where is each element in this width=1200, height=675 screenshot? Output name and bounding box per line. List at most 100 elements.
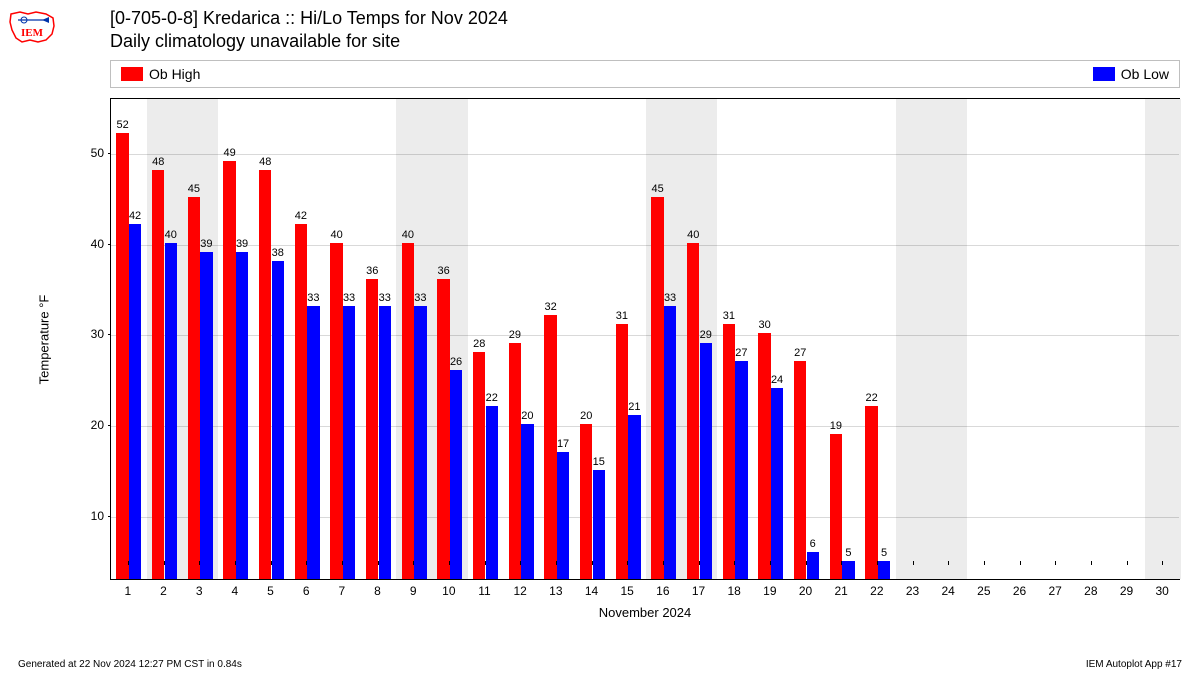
chart-area: Ob High Ob Low Temperature °F 1020304050… xyxy=(110,60,1180,620)
y-axis: 1020304050 xyxy=(70,98,108,580)
x-tick-label: 8 xyxy=(374,584,381,598)
svg-text:IEM: IEM xyxy=(21,27,44,39)
bar-label-high: 36 xyxy=(432,265,456,277)
x-tick-label: 24 xyxy=(941,584,954,598)
x-tick-mark xyxy=(592,561,593,565)
x-tick-mark xyxy=(199,561,200,565)
bar-high xyxy=(723,324,735,579)
bar-low xyxy=(878,561,890,579)
x-tick-mark xyxy=(1091,561,1092,565)
bar-label-low: 33 xyxy=(658,292,682,304)
bar-label-low: 20 xyxy=(515,410,539,422)
x-tick-mark xyxy=(984,561,985,565)
bar-low xyxy=(200,252,212,579)
bar-low xyxy=(521,424,533,579)
bar-label-low: 33 xyxy=(301,292,325,304)
x-tick-label: 27 xyxy=(1048,584,1061,598)
x-tick-label: 4 xyxy=(231,584,238,598)
bar-low xyxy=(129,224,141,579)
bar-label-high: 40 xyxy=(681,229,705,241)
bar-label-high: 40 xyxy=(325,229,349,241)
bar-label-high: 52 xyxy=(111,119,135,131)
footer-generated: Generated at 22 Nov 2024 12:27 PM CST in… xyxy=(18,659,242,670)
x-tick-label: 21 xyxy=(834,584,847,598)
bar-label-low: 15 xyxy=(587,456,611,468)
x-tick-mark xyxy=(806,561,807,565)
iem-logo: IEM xyxy=(8,8,56,46)
legend-label-high: Ob High xyxy=(149,66,200,82)
legend-item-low: Ob Low xyxy=(1093,66,1169,82)
bar-label-low: 29 xyxy=(694,329,718,341)
x-tick-label: 25 xyxy=(977,584,990,598)
x-tick-mark xyxy=(1162,561,1163,565)
bar-label-low: 33 xyxy=(337,292,361,304)
x-tick-mark xyxy=(913,561,914,565)
x-tick-mark xyxy=(1055,561,1056,565)
bar-low xyxy=(700,343,712,579)
x-tick-label: 20 xyxy=(799,584,812,598)
bar-low xyxy=(735,361,747,579)
bar-label-high: 48 xyxy=(146,156,170,168)
y-axis-label: Temperature °F xyxy=(34,98,54,580)
chart-title: [0-705-0-8] Kredarica :: Hi/Lo Temps for… xyxy=(110,8,508,29)
bar-high xyxy=(616,324,628,579)
bar-label-low: 27 xyxy=(729,347,753,359)
x-tick-mark xyxy=(235,561,236,565)
bar-label-high: 27 xyxy=(788,347,812,359)
bar-label-high: 45 xyxy=(646,183,670,195)
x-tick-label: 23 xyxy=(906,584,919,598)
x-tick-label: 17 xyxy=(692,584,705,598)
x-tick-label: 3 xyxy=(196,584,203,598)
x-tick-mark xyxy=(734,561,735,565)
x-tick-label: 7 xyxy=(338,584,345,598)
bar-low xyxy=(842,561,854,579)
footer-app: IEM Autoplot App #17 xyxy=(1086,659,1182,670)
grid-line xyxy=(111,154,1179,155)
bar-low xyxy=(307,306,319,579)
bar-label-low: 33 xyxy=(408,292,432,304)
bar-label-low: 39 xyxy=(194,238,218,250)
x-tick-label: 1 xyxy=(124,584,131,598)
bar-high xyxy=(188,197,200,579)
chart-header: [0-705-0-8] Kredarica :: Hi/Lo Temps for… xyxy=(110,8,508,52)
bar-label-high: 31 xyxy=(717,310,741,322)
bar-label-low: 22 xyxy=(480,392,504,404)
bar-low xyxy=(628,415,640,579)
bar-label-high: 20 xyxy=(574,410,598,422)
y-tick-label: 10 xyxy=(91,509,104,523)
x-tick-label: 28 xyxy=(1084,584,1097,598)
x-tick-mark xyxy=(164,561,165,565)
bar-label-low: 26 xyxy=(444,356,468,368)
x-tick-mark xyxy=(877,561,878,565)
legend-swatch-low xyxy=(1093,67,1115,81)
bar-high xyxy=(687,243,699,579)
bar-label-low: 6 xyxy=(801,538,825,550)
bar-label-low: 42 xyxy=(123,210,147,222)
y-tick-label: 30 xyxy=(91,327,104,341)
bar-high xyxy=(223,161,235,579)
x-tick-label: 18 xyxy=(727,584,740,598)
bar-high xyxy=(651,197,663,579)
bar-label-low: 24 xyxy=(765,374,789,386)
legend-item-high: Ob High xyxy=(121,66,200,82)
bar-label-high: 36 xyxy=(360,265,384,277)
bar-label-low: 33 xyxy=(373,292,397,304)
x-tick-label: 13 xyxy=(549,584,562,598)
bar-high xyxy=(473,352,485,579)
bar-label-low: 21 xyxy=(622,401,646,413)
legend-label-low: Ob Low xyxy=(1121,66,1169,82)
bar-low xyxy=(343,306,355,579)
x-tick-label: 6 xyxy=(303,584,310,598)
bar-low xyxy=(379,306,391,579)
x-tick-mark xyxy=(485,561,486,565)
plot-region: 5242484045394939483842334033363340333626… xyxy=(110,98,1180,580)
x-tick-label: 22 xyxy=(870,584,883,598)
bar-high xyxy=(116,133,128,579)
x-tick-mark xyxy=(449,561,450,565)
x-tick-mark xyxy=(770,561,771,565)
x-tick-label: 12 xyxy=(513,584,526,598)
weekend-band xyxy=(1145,99,1181,579)
bar-label-low: 5 xyxy=(872,547,896,559)
x-axis: 1234567891011121314151617181920212223242… xyxy=(110,582,1180,600)
bar-high xyxy=(295,224,307,579)
